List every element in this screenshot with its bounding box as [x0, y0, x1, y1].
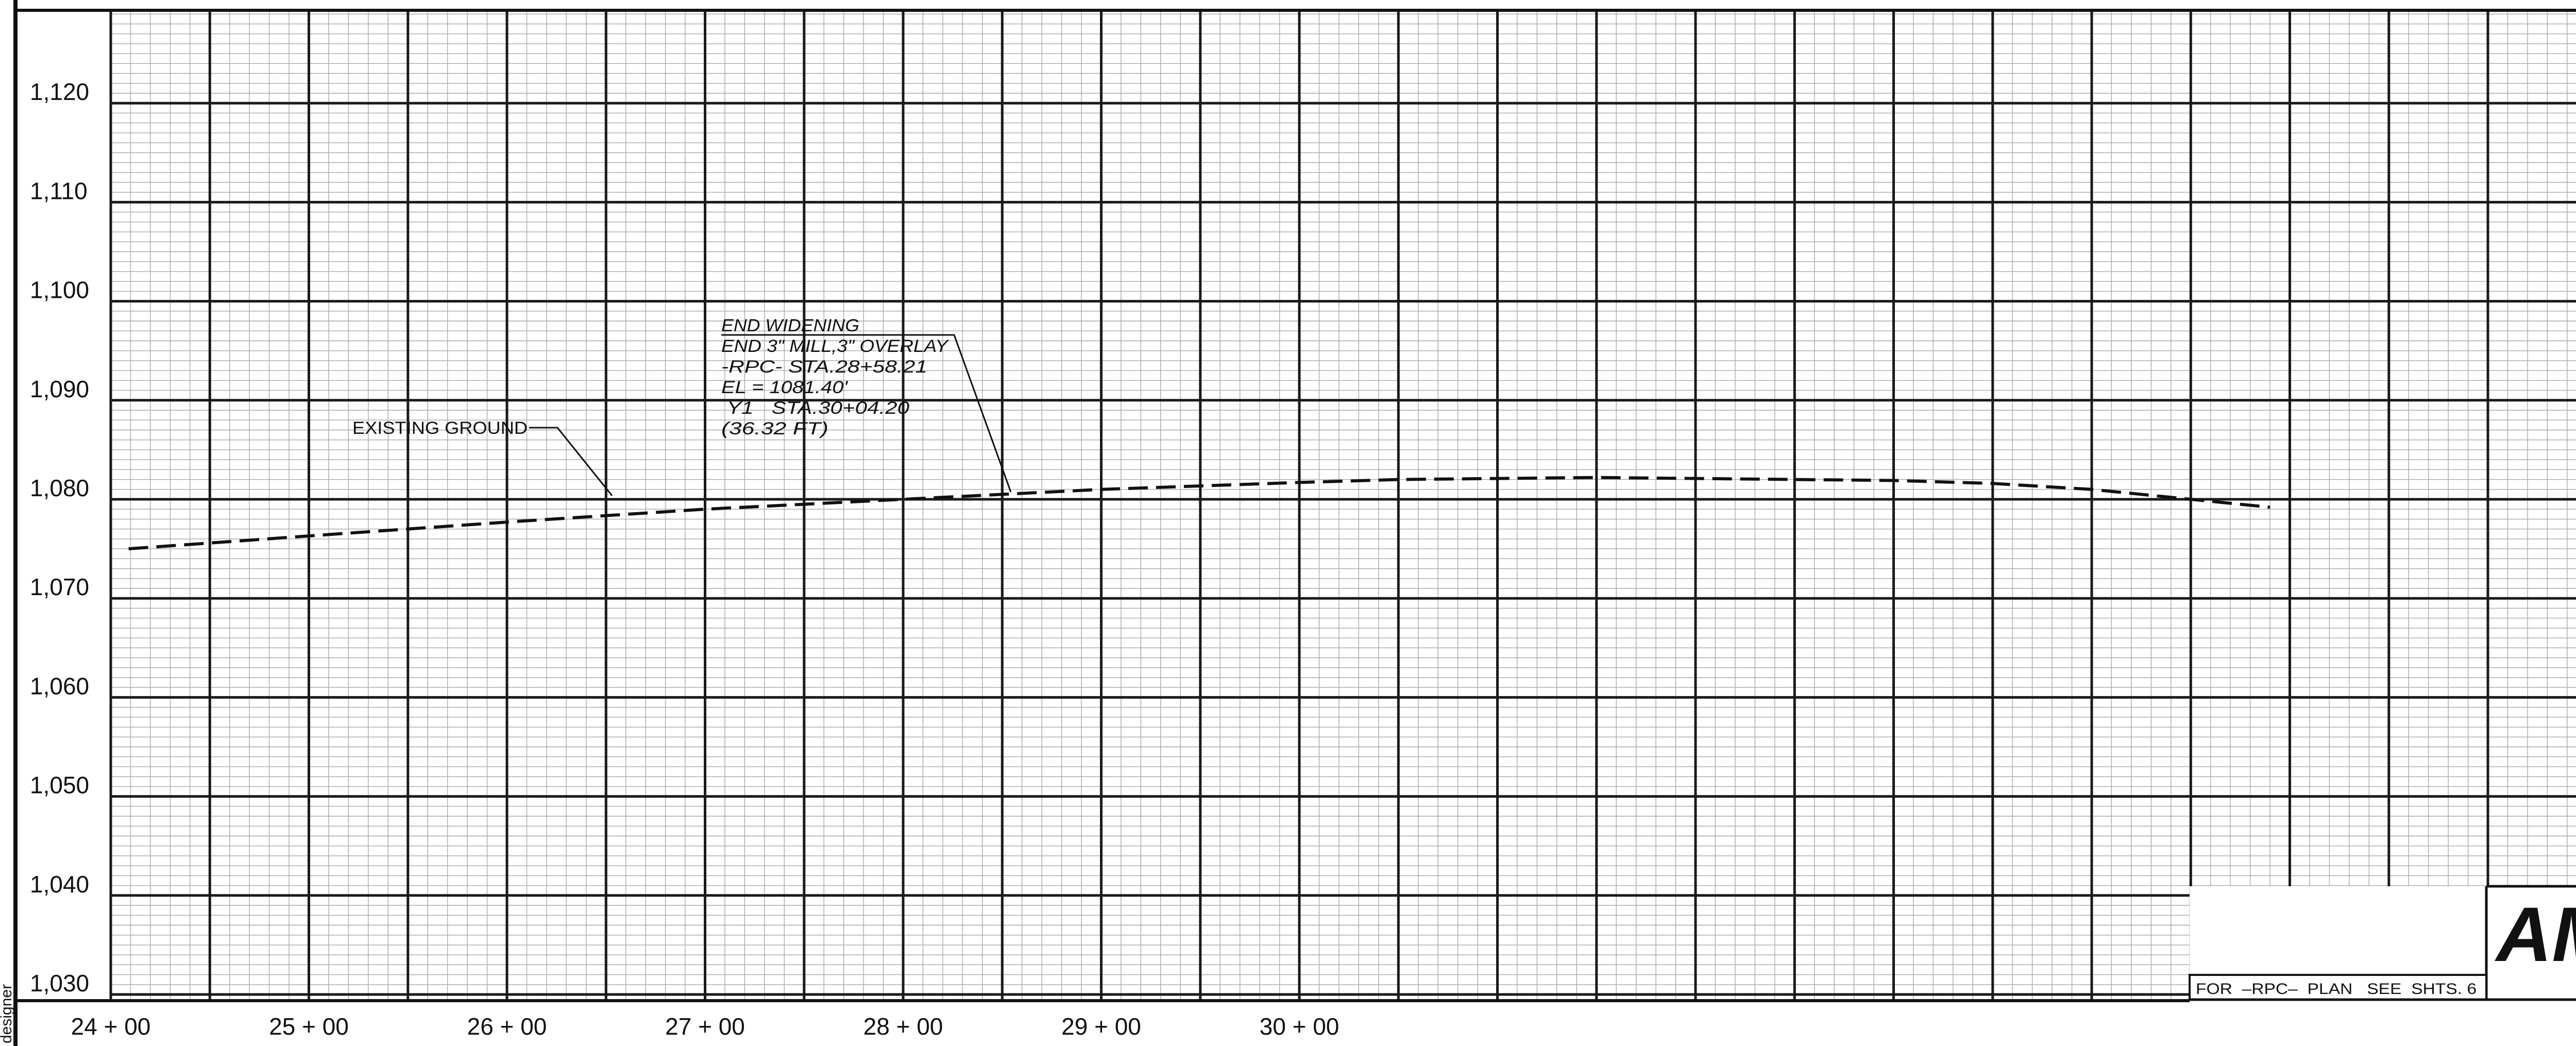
- elevation-label: 1,030: [30, 970, 89, 997]
- annotation-line-4: EL = 1081.40': [721, 378, 849, 397]
- side-text: designer: [0, 984, 15, 1043]
- station-label: 27 + 00: [665, 1013, 745, 1040]
- existing-ground-line: [128, 476, 2270, 551]
- major-grid-lines: [109, 10, 2576, 1001]
- existing-ground-profile: [128, 476, 2270, 551]
- elevation-label: 1,100: [30, 277, 89, 303]
- existing-ground-label: EXISTING GROUND: [352, 418, 528, 438]
- elevation-label: 1,060: [30, 672, 89, 699]
- elevation-label: 1,090: [30, 376, 89, 402]
- elevation-label: 1,110: [30, 177, 88, 204]
- elevation-label: 1,120: [30, 78, 89, 105]
- minor-grid: [110, 10, 2576, 1001]
- elevation-label: 1,050: [30, 772, 89, 799]
- sheet-reference-box: [2189, 974, 2487, 1001]
- elevation-label: 1,080: [30, 475, 89, 501]
- major-grid: [15, 10, 2576, 1002]
- elevation-label: 1,070: [30, 573, 89, 600]
- sheet-reference-note: FOR –RPC– PLAN SEE SHTS. 6: [2196, 981, 2477, 998]
- annotation-line-1: END WIDENING: [721, 316, 859, 335]
- elevation-label: 1,040: [30, 871, 89, 898]
- station-label: 24 + 00: [71, 1013, 151, 1040]
- station-label: 30 + 00: [1260, 1013, 1340, 1040]
- annotation-leader: [861, 334, 1012, 493]
- station-label: 25 + 00: [269, 1013, 349, 1040]
- annotation-line-5: Y1 STA.30+04.20: [721, 398, 909, 418]
- annotation-line-3: -RPC- STA.28+58.21: [721, 357, 927, 377]
- station-label: 26 + 00: [467, 1013, 547, 1040]
- minor-grid-lines: [110, 10, 2576, 1001]
- annotation-line-2: END 3" MILL,3" OVERLAY: [721, 336, 950, 356]
- station-label: 28 + 00: [863, 1013, 943, 1040]
- title-block: FOR –RPC– PLAN SEE SHTS. 6 AM: [2189, 885, 2576, 1046]
- company-logo: AM: [2494, 891, 2576, 977]
- annotation-line-6: (36.32 FT): [721, 419, 828, 438]
- existing-ground-leader: [529, 427, 613, 496]
- title-block-background: [2190, 886, 2576, 1046]
- end-widening-annotation: END WIDENING END 3" MILL,3" OVERLAY -RPC…: [721, 316, 1012, 493]
- station-labels: 24 + 00 25 + 00 26 + 00 27 + 00 28 + 00 29 + …: [71, 1013, 1340, 1040]
- elevation-labels: 1,120 1,110 1,100 1,090 1,080 1,070 1,060 1,050…: [30, 78, 89, 997]
- station-label: 29 + 00: [1061, 1013, 1141, 1040]
